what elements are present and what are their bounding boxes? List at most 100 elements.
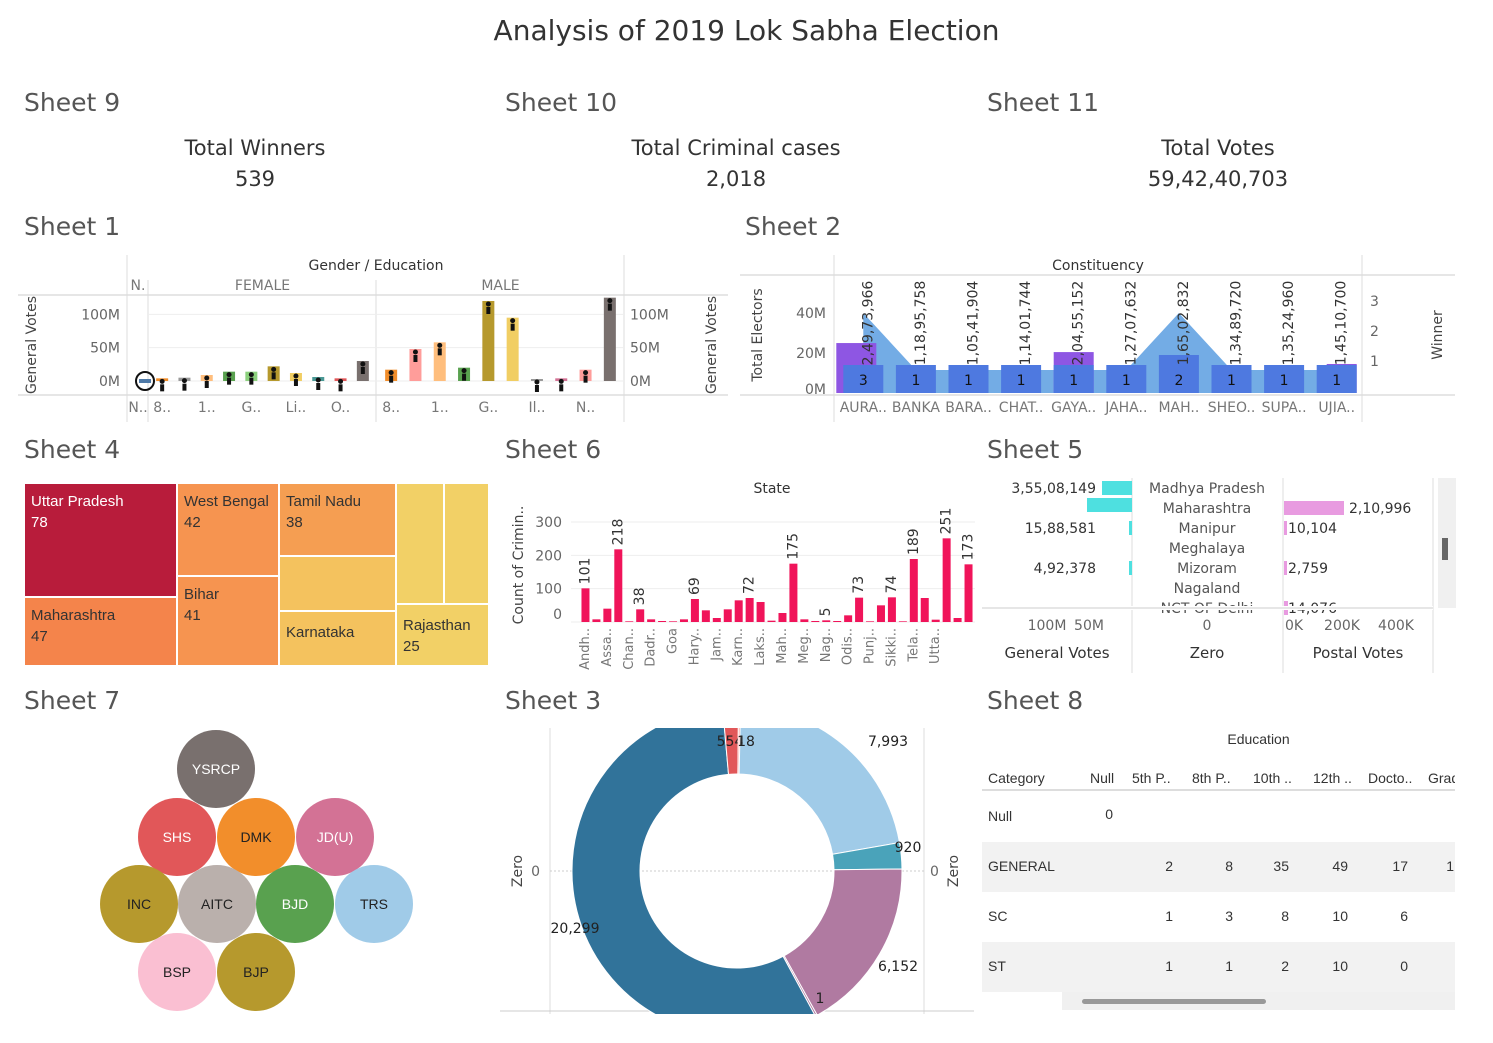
party-bubble[interactable]: SHS <box>138 798 216 876</box>
data-label: 175 <box>785 533 801 560</box>
bar <box>822 620 831 622</box>
cell-label: Uttar Pradesh <box>31 493 124 510</box>
bar <box>953 618 962 622</box>
column-header[interactable]: 10th .. <box>1253 770 1292 786</box>
x-tick-label: Meg.. <box>797 628 812 664</box>
party-bubble[interactable]: DMK <box>217 798 295 876</box>
column-header[interactable]: 8th P.. <box>1192 770 1231 786</box>
sheet1-title: Sheet 1 <box>24 212 121 241</box>
treemap-cell[interactable] <box>396 483 444 604</box>
bar <box>855 597 864 622</box>
table-row[interactable]: GENERAL 2 8 35 49 17 1 <box>982 842 1455 892</box>
cell-value: 41 <box>184 607 201 624</box>
x-tick-label: GAYA.. <box>1051 400 1096 416</box>
bar <box>647 619 656 622</box>
data-label: 72 <box>742 576 758 594</box>
cell-label: Tamil Nadu <box>286 493 362 510</box>
data-label: 1,35,24,960 <box>1281 281 1297 366</box>
x-tick-label: Assa.. <box>600 628 615 667</box>
x-tick-label: Li.. <box>286 400 307 416</box>
row-label: ST <box>988 958 1006 974</box>
x-tick-label: Chan.. <box>622 628 637 670</box>
treemap-cell[interactable]: Bihar 41 <box>177 576 279 666</box>
bar <box>581 588 590 622</box>
treemap-cell[interactable]: West Bengal 42 <box>177 483 279 576</box>
y2-tick-label: 1 <box>1370 354 1379 370</box>
x-tick-label: Hary.. <box>687 628 702 665</box>
party-bubble[interactable]: TRS <box>335 865 413 943</box>
bar <box>658 621 667 622</box>
bar <box>800 619 809 622</box>
column-header[interactable]: 12th .. <box>1313 770 1352 786</box>
postal-votes-label: 2,10,996 <box>1349 501 1411 517</box>
table-row[interactable]: SC 1 3 8 10 6 <box>982 892 1455 942</box>
elector-bar <box>1053 365 1094 393</box>
sheet2-chart: Constituency Total Electors Winner 0M 20M 40M… <box>740 255 1455 422</box>
column-header[interactable]: Docto.. <box>1368 770 1413 786</box>
treemap-cell[interactable]: Karnataka <box>279 611 396 666</box>
party-bubble[interactable]: BSP <box>138 933 216 1011</box>
x-tick-label: G.. <box>478 400 498 416</box>
treemap-cell[interactable]: Uttar Pradesh 78 <box>24 483 177 597</box>
table-row[interactable]: Null 0 <box>982 792 1455 842</box>
column-header[interactable]: Grad <box>1428 770 1455 786</box>
donut-slice <box>571 728 815 1014</box>
x-tick-label: UJIA.. <box>1318 400 1355 416</box>
crosstab-header: Category Null 5th P.. 8th P.. 10th .. 12… <box>982 764 1455 788</box>
bar <box>964 564 973 622</box>
elector-bar <box>1158 355 1199 393</box>
treemap-cell[interactable]: Rajasthan 25 <box>396 604 489 666</box>
y-tick-label: 300 <box>535 515 562 531</box>
person-icon <box>510 323 515 331</box>
person-icon <box>462 373 467 381</box>
table-cell: 1 <box>1225 958 1233 974</box>
general-votes-bar <box>1129 561 1132 575</box>
treemap-cell[interactable]: Tamil Nadu 38 <box>279 483 396 556</box>
horizontal-scrollbar-track[interactable] <box>1062 992 1455 1010</box>
elector-bar <box>1264 365 1305 393</box>
y-tick-label: 100M <box>81 307 120 323</box>
slice-label: 18 <box>737 734 755 750</box>
cell-value: 47 <box>31 628 48 645</box>
data-label: 251 <box>939 508 955 535</box>
party-bubble[interactable]: INC <box>100 865 178 943</box>
treemap-cell[interactable] <box>279 556 396 611</box>
table-row[interactable]: ST 1 1 2 10 0 <box>982 942 1455 992</box>
party-bubble[interactable]: AITC <box>178 865 256 943</box>
table-cell: 1 <box>1446 858 1454 874</box>
data-label: 1,14,01,744 <box>1018 281 1034 366</box>
party-bubble[interactable]: YSRCP <box>177 730 255 808</box>
bar <box>723 609 732 622</box>
party-bubble[interactable]: BJP <box>217 933 295 1011</box>
sheet8-crosstab: Education Category Null 5th P.. 8th P.. … <box>982 728 1455 1013</box>
horizontal-scrollbar-thumb[interactable] <box>1082 999 1266 1004</box>
x-tick-label: N.. <box>576 400 595 416</box>
column-header[interactable]: 5th P.. <box>1132 770 1171 786</box>
data-label: 74 <box>884 575 900 593</box>
table-cell: 10 <box>1332 958 1348 974</box>
sheet3-title: Sheet 3 <box>505 686 602 715</box>
x-tick-label: CHAT.. <box>999 400 1044 416</box>
party-bubble[interactable]: BJD <box>256 865 334 943</box>
dashboard-title: Analysis of 2019 Lok Sabha Election <box>493 14 1000 47</box>
column-header[interactable]: Null <box>1090 770 1115 786</box>
person-icon <box>227 377 232 385</box>
winner-label: 1 <box>911 373 920 389</box>
person-icon <box>412 349 418 355</box>
column-label: General Votes <box>1004 644 1109 662</box>
treemap-cell[interactable]: Maharashtra 47 <box>24 597 177 666</box>
treemap-cell[interactable] <box>444 483 489 604</box>
y-tick-label: 200 <box>535 548 562 564</box>
table-cell: 10 <box>1332 908 1348 924</box>
chart-title: State <box>753 481 790 497</box>
y-tick-label: 0M <box>99 374 120 390</box>
person-icon <box>510 318 516 324</box>
party-bubble[interactable]: JD(U) <box>296 798 374 876</box>
bar <box>876 605 885 622</box>
state-label: Manipur <box>1179 521 1236 537</box>
y-tick-label-right: 0M <box>630 374 651 390</box>
bar <box>409 349 422 381</box>
kpi-criminal-label: Total Criminal cases <box>631 136 841 160</box>
person-icon <box>360 361 366 367</box>
